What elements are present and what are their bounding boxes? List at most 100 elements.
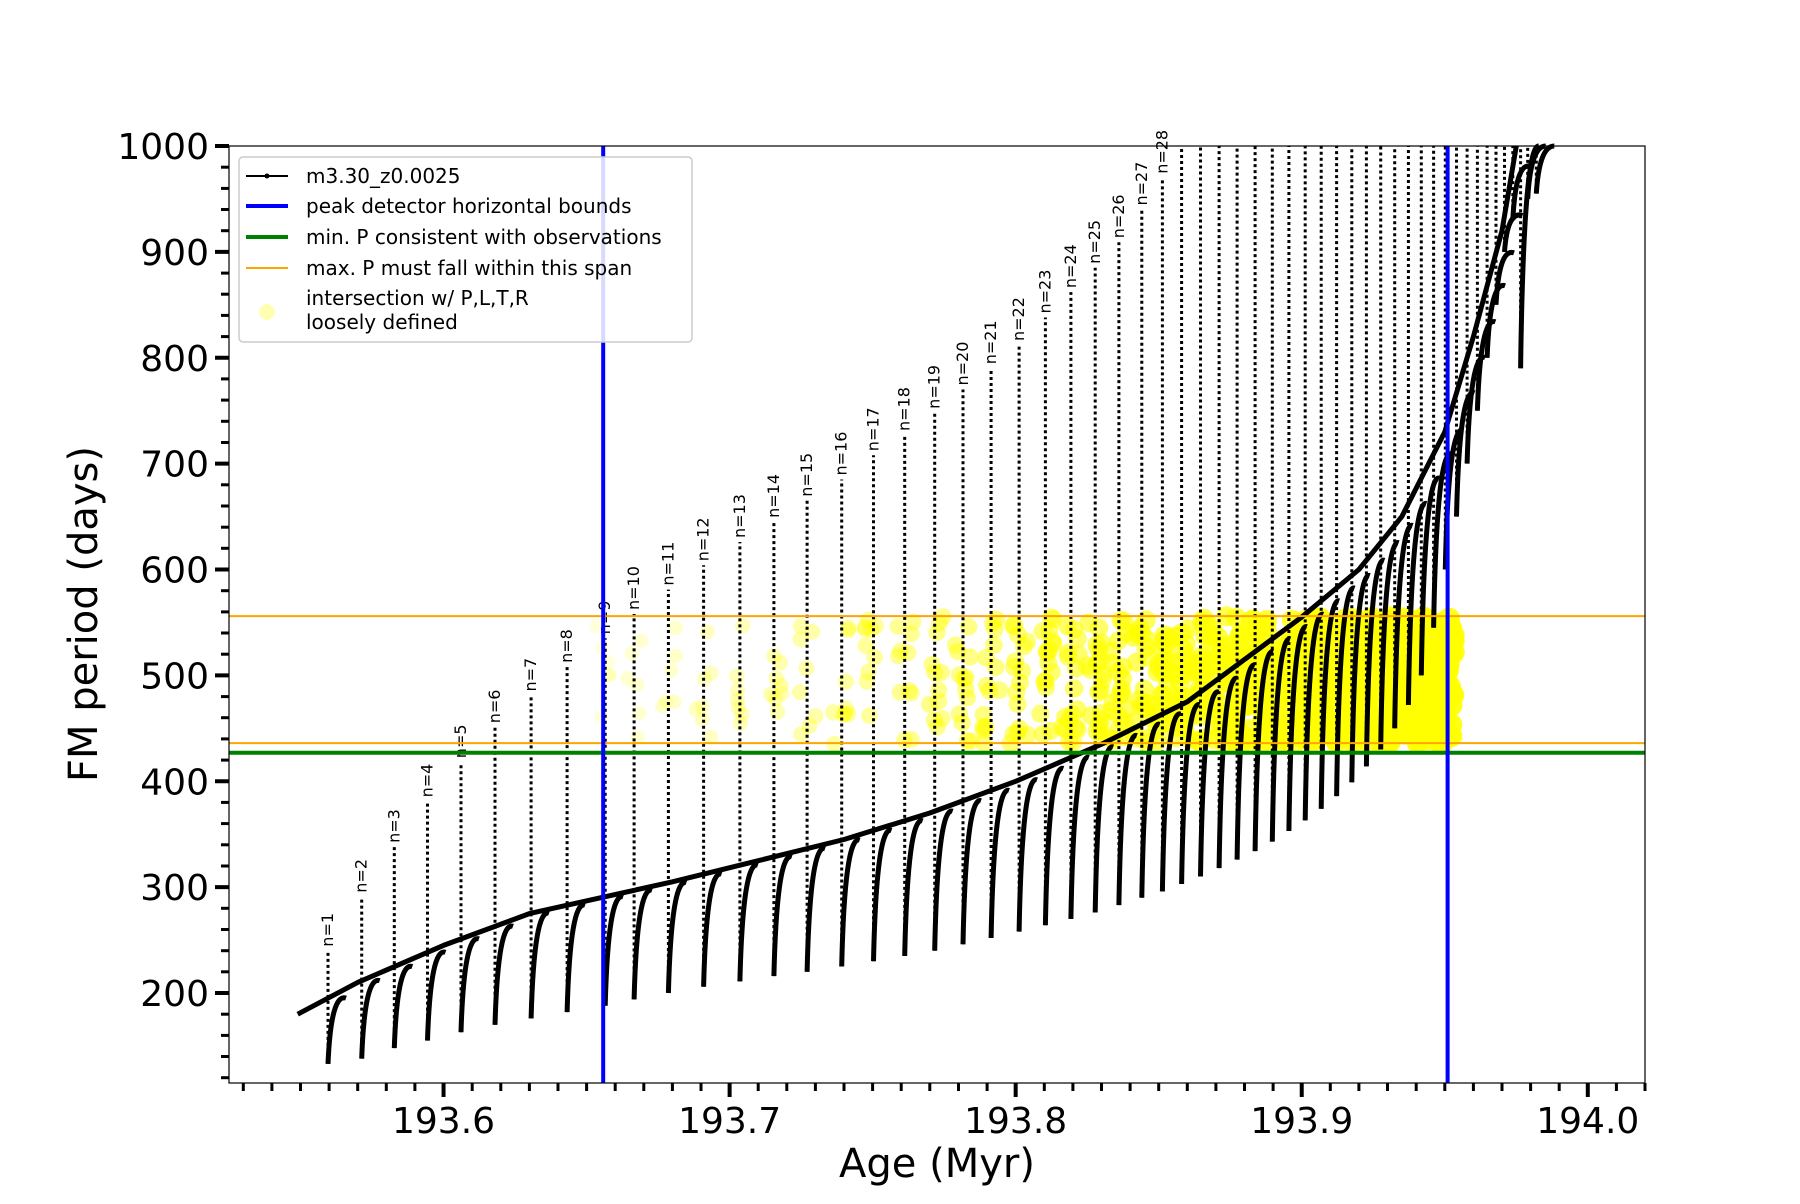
intersection-point bbox=[620, 671, 635, 686]
intersection-point bbox=[1064, 679, 1084, 698]
intersection-point bbox=[840, 622, 857, 639]
pulse-recovery bbox=[1533, 143, 1555, 194]
intersection-point bbox=[763, 686, 779, 702]
intersection-point bbox=[1044, 610, 1063, 629]
y-tick-label: 300 bbox=[140, 868, 209, 909]
pulse-recovery bbox=[839, 837, 861, 967]
legend-label: peak detector horizontal bounds bbox=[306, 194, 632, 218]
pulse-label: n=16 bbox=[832, 432, 851, 476]
intersection-point bbox=[772, 655, 788, 671]
pulse-label: n=15 bbox=[797, 453, 816, 497]
pulse-label: n=24 bbox=[1061, 244, 1080, 288]
intersection-point bbox=[957, 680, 975, 698]
pulse-recovery bbox=[960, 798, 982, 945]
intersection-point bbox=[798, 660, 815, 677]
intersection-point bbox=[807, 708, 824, 724]
intersection-point bbox=[768, 670, 785, 686]
intersection-point bbox=[1089, 715, 1109, 734]
intersection-point bbox=[730, 700, 746, 716]
intersection-point bbox=[729, 692, 746, 708]
legend-marker bbox=[259, 304, 275, 320]
intersection-point bbox=[1012, 661, 1031, 680]
intersection-point bbox=[792, 631, 809, 648]
intersection-point bbox=[840, 706, 857, 723]
intersection-point bbox=[668, 648, 683, 664]
intersection-point bbox=[792, 618, 809, 635]
pulse-label: n=10 bbox=[624, 566, 643, 610]
intersection-point bbox=[957, 668, 975, 687]
pulse-label: n=27 bbox=[1132, 162, 1151, 206]
pulse-recovery bbox=[1269, 636, 1292, 842]
intersection-point bbox=[896, 731, 913, 749]
pulse-recovery bbox=[359, 978, 381, 1059]
pulse-label: n=8 bbox=[557, 629, 576, 663]
pulse-label: n=4 bbox=[418, 764, 437, 798]
pulse-recovery bbox=[1502, 212, 1524, 253]
legend-label: loosely defined bbox=[306, 310, 458, 334]
intersection-point bbox=[953, 714, 971, 732]
intersection-point bbox=[980, 682, 999, 700]
pulse-label: n=14 bbox=[764, 474, 783, 518]
pulse-recovery bbox=[1092, 744, 1115, 913]
intersection-point bbox=[889, 618, 907, 635]
intersection-point bbox=[1440, 644, 1463, 667]
y-tick-label: 1000 bbox=[117, 127, 209, 168]
pulse-recovery bbox=[325, 995, 347, 1065]
intersection-point bbox=[632, 706, 647, 721]
y-tick-label: 800 bbox=[140, 339, 209, 380]
pulse-recovery bbox=[391, 963, 414, 1049]
pulse-recovery bbox=[1216, 675, 1238, 869]
pulse-label: n=26 bbox=[1109, 194, 1128, 238]
pulse-recovery bbox=[1378, 540, 1400, 750]
intersection-point bbox=[825, 704, 842, 721]
intersection-point bbox=[655, 698, 670, 714]
intersection-point bbox=[773, 685, 790, 702]
intersection-point bbox=[1038, 644, 1057, 663]
y-tick-label: 700 bbox=[140, 445, 209, 486]
intersection-point bbox=[703, 665, 719, 681]
series-baseline bbox=[296, 145, 1519, 1017]
intersection-point bbox=[729, 668, 745, 684]
pulse-recovery bbox=[701, 871, 723, 987]
intersection-point bbox=[1007, 683, 1026, 702]
pulse-recovery bbox=[1252, 649, 1274, 852]
intersection-point bbox=[1167, 666, 1187, 686]
legend-label: max. P must fall within this span bbox=[306, 256, 632, 280]
pulse-recovery bbox=[771, 854, 793, 977]
intersection-point bbox=[857, 620, 874, 638]
pulse-label: n=11 bbox=[658, 542, 677, 586]
y-tick-label: 400 bbox=[140, 762, 209, 803]
intersection-point bbox=[666, 694, 682, 709]
intersection-point bbox=[1058, 643, 1078, 662]
pulse-label: n=22 bbox=[1009, 297, 1028, 341]
intersection-point bbox=[840, 619, 857, 637]
y-axis-label: FM period (days) bbox=[61, 446, 107, 782]
intersection-point bbox=[902, 684, 920, 702]
intersection-point bbox=[860, 663, 877, 681]
intersection-point bbox=[700, 624, 715, 640]
pulse-recovery bbox=[1474, 319, 1497, 411]
y-tick-label: 600 bbox=[140, 551, 209, 592]
intersection-point bbox=[866, 648, 883, 666]
x-tick-label: 193.6 bbox=[392, 1101, 495, 1142]
intersection-point bbox=[634, 633, 649, 648]
y-tick-label: 200 bbox=[140, 974, 209, 1015]
intersection-point bbox=[930, 681, 948, 699]
intersection-point bbox=[793, 726, 810, 743]
intersection-point bbox=[867, 617, 885, 635]
plot-frame bbox=[228, 145, 1646, 1084]
intersection-point bbox=[589, 619, 604, 634]
intersection-point bbox=[773, 677, 789, 694]
intersection-point bbox=[801, 717, 818, 734]
intersection-point bbox=[933, 710, 951, 728]
pulse-recovery bbox=[631, 887, 653, 1000]
pulse-recovery bbox=[528, 910, 550, 1019]
intersection-point bbox=[985, 636, 1003, 654]
pulse-label: n=21 bbox=[981, 320, 1000, 364]
intersection-point bbox=[950, 705, 969, 723]
intersection-point bbox=[1018, 632, 1036, 651]
pulse-label: n=12 bbox=[694, 517, 713, 561]
pulse-recovery bbox=[492, 923, 514, 1025]
intersection-point bbox=[1042, 662, 1061, 682]
pulse-recovery bbox=[1493, 250, 1515, 305]
